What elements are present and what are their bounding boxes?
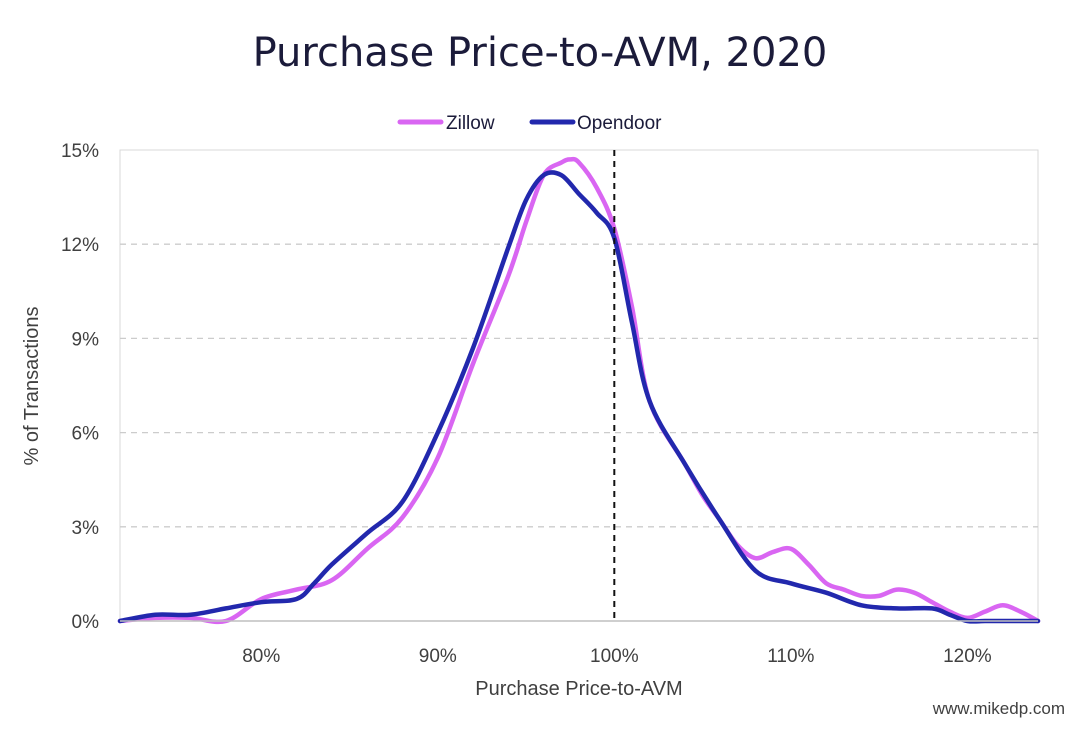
y-tick-label: 0% bbox=[72, 612, 100, 633]
y-tick-label: 12% bbox=[61, 235, 99, 256]
x-tick-label: 90% bbox=[419, 646, 457, 667]
watermark-text: www.mikedp.com bbox=[932, 699, 1065, 718]
legend-label-zillow: Zillow bbox=[446, 113, 495, 134]
series-lines bbox=[117, 156, 1041, 625]
series-line-zillow bbox=[117, 156, 1041, 625]
series-line-opendoor bbox=[117, 170, 1041, 624]
y-tick-label: 15% bbox=[61, 141, 99, 162]
legend: Zillow Opendoor bbox=[397, 113, 662, 134]
x-tick-label: 110% bbox=[767, 646, 814, 667]
x-axis-ticks: 80% 90% 100% 110% 120% bbox=[242, 646, 992, 667]
x-tick-label: 100% bbox=[590, 646, 639, 667]
legend-label-opendoor: Opendoor bbox=[577, 113, 662, 134]
x-tick-label: 120% bbox=[943, 646, 992, 667]
y-axis-ticks: 0% 3% 6% 9% 12% 15% bbox=[61, 141, 99, 633]
chart-title: Purchase Price-to-AVM, 2020 bbox=[253, 30, 828, 76]
x-tick-label: 80% bbox=[242, 646, 280, 667]
y-axis-title: % of Transactions bbox=[21, 307, 43, 466]
x-axis-title: Purchase Price-to-AVM bbox=[475, 678, 682, 700]
y-tick-label: 3% bbox=[72, 518, 100, 539]
y-tick-label: 6% bbox=[72, 424, 100, 445]
plot-area bbox=[119, 149, 1039, 622]
gridlines bbox=[120, 243, 1038, 528]
y-tick-label: 9% bbox=[72, 329, 100, 350]
